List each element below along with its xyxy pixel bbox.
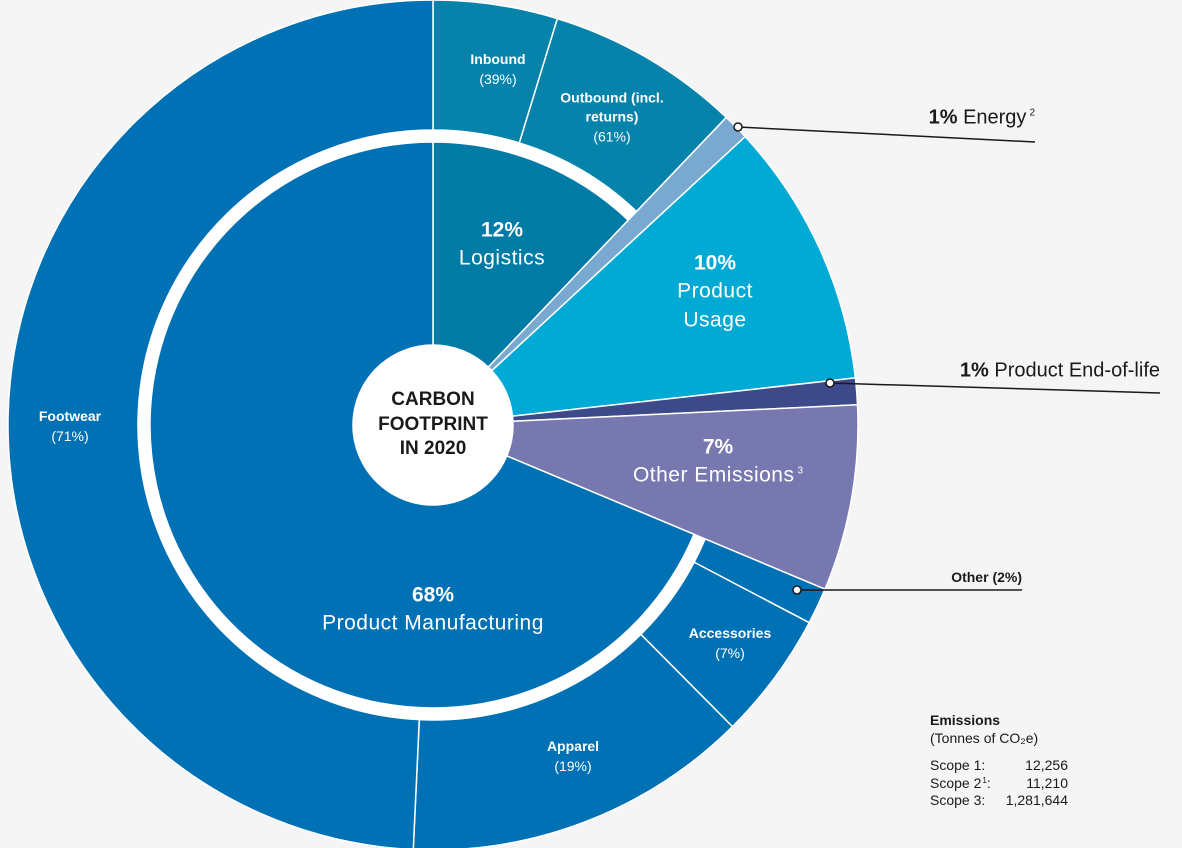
segment-value: 68% [411,583,455,607]
segment-value: 1% [959,359,989,382]
segment-label: 7% Other Emissions 3 [603,434,833,491]
scope-label: Scope 3: [930,792,1000,810]
segment-value: 12% [480,218,524,242]
leader-dot [733,122,743,132]
scope-suffix: : [986,774,991,791]
segment-label: Inbound (39%) [448,50,548,90]
segment-name: Energy [963,106,1027,129]
leader-line [829,382,1161,394]
leader-dot [792,585,802,595]
segment-name: Product Manufacturing [322,612,544,635]
segment-value: (61%) [593,128,631,145]
segment-label: 68% Product Manufacturing [283,582,583,639]
scope-value: 1,281,644 [1005,792,1068,808]
segment-name: Accessories [688,624,772,641]
segment-name: Product End-of-life [994,359,1160,382]
segment-value: (7%) [715,644,745,661]
leader-line [737,126,1036,143]
gap-ring [433,130,637,221]
segment-name: Other [951,569,989,585]
segment-value: 1% [928,106,958,129]
segment-value: (19%) [554,757,592,774]
segment-label: Apparel (19%) [513,737,633,777]
emissions-box: Emissions (Tonnes of CO₂e) Scope 1: 12,25… [930,712,1068,810]
segment-value: 10% [693,251,737,275]
segment-name: Footwear [38,407,102,424]
segment-name: Product Usage [677,279,753,332]
sub-segment [412,633,734,848]
callout-label: 1% Product End-of-life [960,360,1160,383]
footnote-mark: 2 [1029,107,1035,119]
callout-label: 1% Energy 2 [929,107,1035,130]
segment-value: (71%) [51,427,89,444]
footnote-mark: 3 [797,466,804,477]
segment-name: Outbound (incl. returns) [560,89,664,125]
segment-value: (39%) [479,70,517,87]
segment-label: Outbound (incl. returns) (61%) [550,88,675,147]
center-circle [353,345,513,505]
scope-label: Scope 1: [930,757,1000,775]
segment-name: Apparel [546,737,600,754]
center-label: CARBON FOOTPRINT IN 2020 [378,388,488,460]
scope-label: Scope 21: [930,775,1000,793]
segment-label: Accessories (7%) [670,624,790,664]
segment-name: Inbound [470,50,526,67]
scope-name: Scope 2 [930,774,982,791]
segment-label: Footwear (71%) [20,407,120,447]
emissions-title: Emissions [930,712,1001,728]
callout-label: Other (2%) [951,569,1022,585]
segment-label: 12% Logistics [432,217,572,274]
segment-value: 7% [702,435,734,459]
emissions-rows: Scope 1: 12,256 Scope 21: 11,210 Scope 3: 1,2… [930,757,1068,810]
emissions-unit: (Tonnes of CO₂e) [930,729,1039,746]
scope-value: 12,256 [1025,757,1068,773]
scope-name: Scope 3: [930,792,986,808]
segment-label: 10% Product Usage [655,249,775,334]
scope-value: 11,210 [1026,774,1068,791]
segment-value: (2%) [992,569,1022,585]
segment-name: Other Emissions [632,464,795,487]
footnote-mark: 1 [982,775,987,785]
segment-name: Logistics [458,247,546,270]
leader-dot [825,378,835,388]
sub-segment [7,0,434,848]
scope-name: Scope 1: [930,757,986,773]
